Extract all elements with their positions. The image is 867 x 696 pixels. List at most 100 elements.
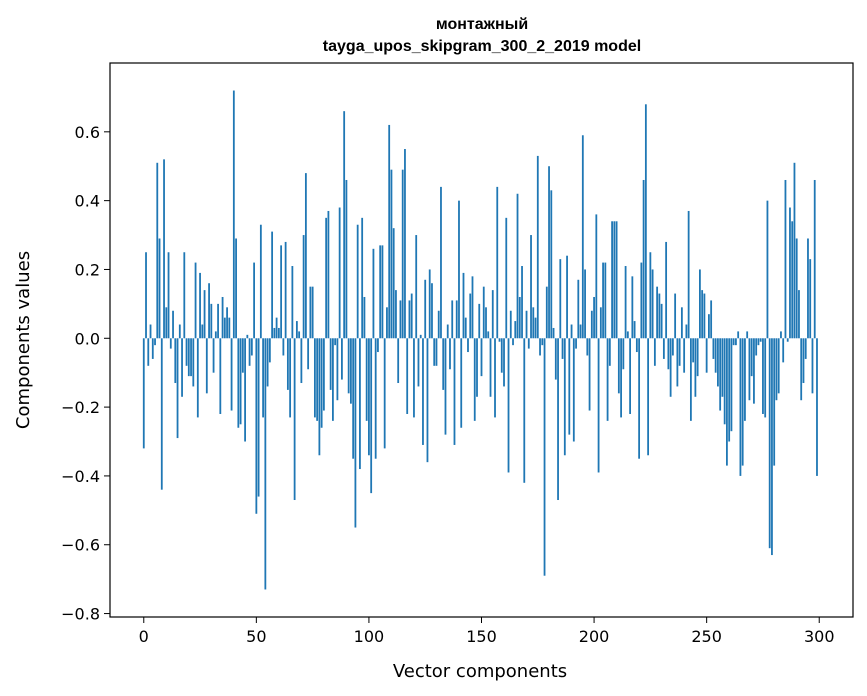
bar [593,296,595,339]
bar [217,303,219,339]
bar [687,210,690,339]
bar [678,338,681,366]
bar [516,193,519,339]
x-tick-label: 200 [579,627,610,646]
bar [424,279,427,339]
bar [577,279,580,339]
bar [451,300,454,339]
y-axis: −0.8 −0.6 −0.4 −0.2 0.0 0.2 0.4 0.6 [61,123,110,624]
bar [712,338,715,359]
bar [692,338,695,363]
bar [253,262,255,339]
bar [275,317,278,339]
bar [798,290,800,339]
bar [800,338,803,401]
bar [437,310,440,339]
bar [710,300,713,339]
bar [586,338,589,356]
bar [624,266,627,339]
bar [336,338,339,401]
bar [368,338,370,456]
bar [726,338,728,466]
bar [350,338,352,404]
bar [807,238,809,339]
bar [428,269,431,339]
bar [557,338,559,501]
bar [322,338,325,411]
bar [480,338,483,377]
bar [791,221,794,339]
bar [449,338,451,370]
bar [629,338,631,414]
bar [196,338,199,418]
bar [611,221,613,339]
bars-group [142,90,818,590]
bar [435,338,438,366]
bar [590,310,593,339]
bar [620,338,622,418]
bar [370,338,373,494]
y-tick-label: 0.0 [75,329,100,348]
bar [804,338,807,359]
bar [640,262,643,339]
bar [235,238,237,339]
bar [160,338,163,490]
bar [487,331,490,339]
bar [676,338,679,387]
bar [793,162,796,339]
bar [208,283,210,339]
bar [579,324,582,339]
bar [201,324,204,339]
bar [401,169,404,339]
bar [802,338,805,384]
bar [469,293,472,339]
bar [732,338,735,346]
bar [735,338,737,346]
bar [440,186,442,339]
bar [268,338,271,363]
bar [228,317,231,339]
y-tick-label: −0.8 [61,605,100,624]
bar [811,338,814,394]
bar [187,338,190,377]
bar [199,272,201,339]
bar [302,235,305,339]
bar [496,186,499,339]
bar [462,272,465,339]
bar [214,331,217,339]
bar [151,338,154,359]
bar [300,338,303,384]
bar [374,338,377,459]
bar [617,338,620,394]
bar [667,338,670,370]
bar [658,293,661,339]
bar [395,290,397,339]
bar [566,255,568,339]
bar [417,338,420,387]
bar [771,338,773,556]
bar [635,338,638,353]
bar [210,303,213,339]
bar [795,238,798,339]
bar [816,338,818,476]
bar [458,200,460,339]
bar [521,266,523,339]
bar [311,286,314,339]
bar [773,338,776,466]
bar [298,331,301,339]
bar [647,338,650,456]
bar [154,338,156,346]
y-tick-label: 0.4 [75,192,100,211]
bar [597,338,600,473]
bar [282,338,285,356]
bar [660,303,663,339]
bar [507,338,510,473]
bar [651,269,654,339]
chart-subtitle: tayga_upos_skipgram_300_2_2019 model [323,38,641,55]
bar [737,331,740,339]
bar [683,338,686,373]
bar [813,179,816,339]
bar [523,338,526,483]
bar [399,300,402,339]
bar [320,338,323,428]
